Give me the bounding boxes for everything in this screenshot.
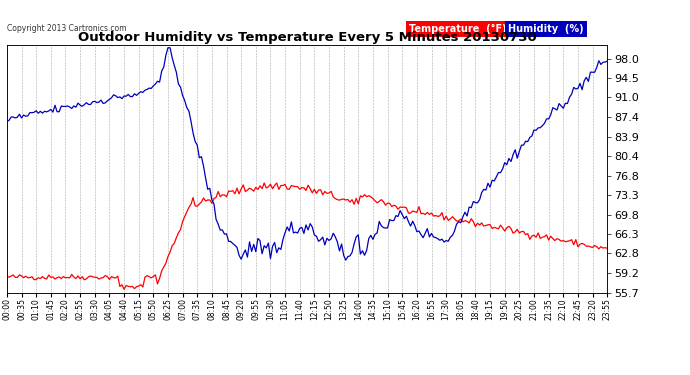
Text: Copyright 2013 Cartronics.com: Copyright 2013 Cartronics.com: [7, 24, 126, 33]
Title: Outdoor Humidity vs Temperature Every 5 Minutes 20130730: Outdoor Humidity vs Temperature Every 5 …: [78, 31, 536, 44]
Text: Temperature  (°F): Temperature (°F): [409, 24, 506, 34]
Text: Humidity  (%): Humidity (%): [508, 24, 584, 34]
